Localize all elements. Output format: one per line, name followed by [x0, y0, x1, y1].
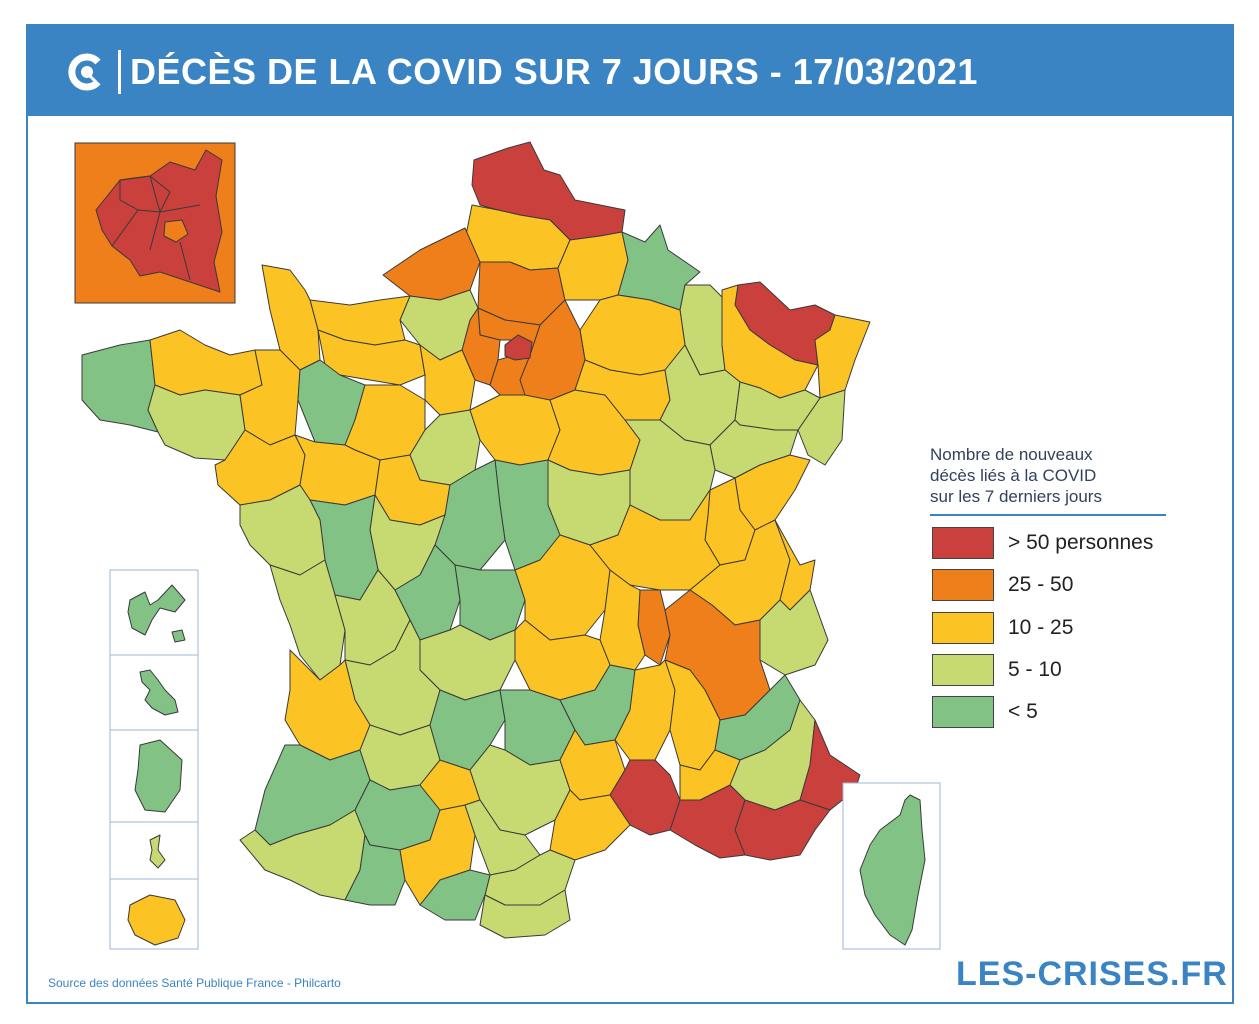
dept-nievre [547, 459, 631, 546]
guadeloupe [127, 584, 186, 636]
dept-savoie [759, 589, 829, 676]
dept-finistere [81, 339, 159, 433]
legend-divider [930, 514, 1166, 516]
dept-vaucluse [679, 749, 741, 801]
legend-label: 25 - 50 [1008, 573, 1074, 596]
dept-manche [261, 264, 321, 371]
page-title: DÉCÈS DE LA COVID SUR 7 JOURS - 17/03/20… [130, 51, 978, 92]
dept-seine-maritime [382, 227, 481, 301]
legend-label: < 5 [1008, 700, 1038, 723]
overseas-insets [109, 569, 199, 950]
corsica-inset [842, 782, 941, 950]
legend-label: > 50 personnes [1008, 531, 1154, 554]
header-separator [118, 50, 121, 94]
dept-ariege [419, 869, 491, 921]
legend-item-10-25: 10 - 25 [932, 612, 1232, 644]
source-credit: Source des données Santé Publique France… [48, 976, 341, 990]
legend-swatch [932, 569, 994, 601]
legend-title-line-2: décès liés à la COVID [930, 466, 1097, 485]
martinique [139, 669, 179, 716]
dept-pyrenees-orientales [479, 889, 571, 939]
legend-swatch [932, 654, 994, 686]
dept-paris [504, 334, 533, 361]
dept-loiret [469, 394, 561, 466]
dept-var [734, 799, 831, 861]
legend-item-5-10: 5 - 10 [932, 654, 1232, 686]
legend-item-lt5: < 5 [932, 696, 1232, 728]
dept-gard [609, 759, 681, 836]
legend-title-line-3: sur les 7 derniers jours [930, 487, 1102, 506]
brand-wordmark: LES-CRISES.FR [956, 955, 1228, 993]
legend-title: Nombre de nouveaux décès liés à la COVID… [930, 444, 1150, 507]
dept-eure [399, 289, 479, 361]
legend-item-gt50: > 50 personnes [932, 527, 1232, 559]
dept-morbihan [147, 384, 246, 461]
legend-swatch [932, 696, 994, 728]
dept-marne [579, 294, 686, 376]
dept-haute-saone [709, 419, 799, 479]
legend-label: 10 - 25 [1008, 616, 1074, 639]
la-reunion [127, 894, 186, 946]
mainland-france [81, 141, 871, 939]
mayotte [149, 834, 166, 869]
legend-swatch [932, 527, 994, 559]
legend-swatch [932, 612, 994, 644]
paris-inset [74, 142, 236, 304]
dept-cotes-d-armor [149, 329, 263, 396]
legend-item-25-50: 25 - 50 [932, 569, 1232, 601]
guyane [134, 739, 183, 813]
dept-ardeche [614, 659, 676, 761]
header-bar [26, 24, 1234, 116]
dept-haute-garonne [399, 804, 476, 906]
legend-title-line-1: Nombre de nouveaux [930, 445, 1093, 464]
les-crises-logo-icon [68, 53, 101, 91]
legend-label: 5 - 10 [1008, 658, 1062, 681]
